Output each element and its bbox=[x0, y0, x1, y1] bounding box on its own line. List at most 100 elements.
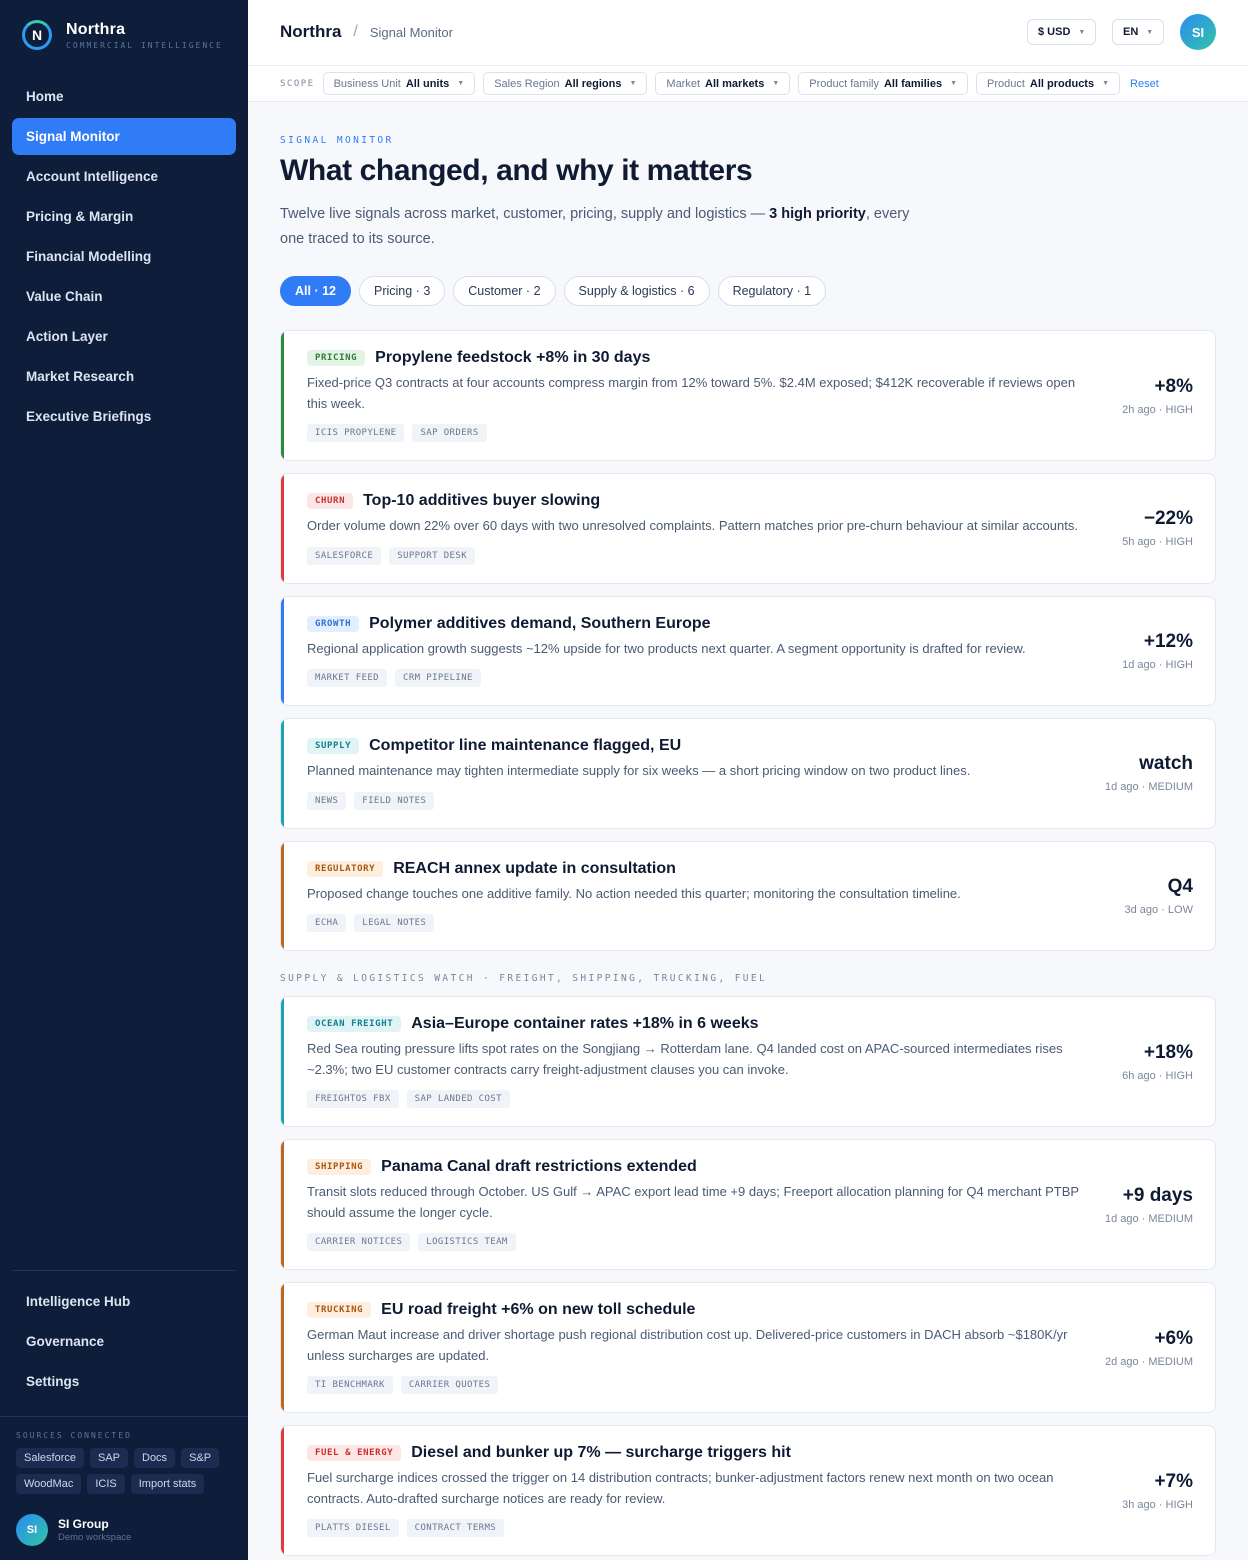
signal-card[interactable]: OCEAN FREIGHT Asia–Europe container rates… bbox=[280, 996, 1216, 1127]
source-chip[interactable]: Import stats bbox=[130, 1474, 205, 1494]
source-badge[interactable]: ECHA bbox=[307, 914, 347, 932]
scope-filter-value: All products bbox=[1029, 77, 1095, 90]
source-badge[interactable]: CONTRACT TERMS bbox=[406, 1519, 505, 1537]
signal-metric-block: watch 1d ago · MEDIUM bbox=[1105, 753, 1193, 793]
source-chip[interactable]: Docs bbox=[134, 1448, 176, 1468]
sidebar-item-account-intelligence[interactable]: Account Intelligence bbox=[26, 169, 159, 184]
signal-card[interactable]: TRUCKING EU road freight +6% on new toll … bbox=[280, 1282, 1216, 1413]
source-badge[interactable]: SAP LANDED COST bbox=[406, 1090, 510, 1108]
sidebar: N Northra COMMERCIAL INTELLIGENCE Home Si… bbox=[0, 0, 248, 1560]
scope-filter-market[interactable]: Market All markets ▼ bbox=[655, 72, 791, 95]
scope-filter-name: Business Unit bbox=[333, 77, 401, 90]
source-badge[interactable]: FREIGHTOS FBX bbox=[307, 1090, 399, 1108]
sidebar-item-governance[interactable]: Governance bbox=[26, 1334, 105, 1349]
source-chip[interactable]: WoodMac bbox=[16, 1474, 82, 1494]
chevron-down-icon: ▼ bbox=[950, 80, 957, 87]
signal-title: Competitor line maintenance flagged, EU bbox=[369, 737, 682, 754]
user-workspace: Demo workspace bbox=[58, 1532, 132, 1543]
scope-filter-product-family[interactable]: Product family All families ▼ bbox=[798, 72, 968, 95]
source-badge[interactable]: CRM PIPELINE bbox=[395, 669, 481, 687]
currency-select[interactable]: $ USD ▼ bbox=[1027, 19, 1097, 45]
sidebar-item-financial-modelling[interactable]: Financial Modelling bbox=[26, 249, 152, 264]
sidebar-item-intelligence-hub[interactable]: Intelligence Hub bbox=[26, 1294, 131, 1309]
signal-title: Diesel and bunker up 7% — surcharge trig… bbox=[411, 1444, 791, 1461]
scope-filter-product[interactable]: Product All products ▼ bbox=[976, 72, 1121, 95]
signal-title: Asia–Europe container rates +18% in 6 we… bbox=[411, 1015, 759, 1032]
signal-card[interactable]: SHIPPING Panama Canal draft restrictions … bbox=[280, 1139, 1216, 1270]
signal-meta: 1d ago · MEDIUM bbox=[1104, 1212, 1193, 1225]
user-avatar-button[interactable]: SI bbox=[1180, 14, 1216, 50]
signal-header: GROWTH Polymer additives demand, Southern… bbox=[307, 615, 1191, 633]
source-badge[interactable]: LOGISTICS TEAM bbox=[418, 1233, 516, 1251]
scope-filter-business-unit[interactable]: Business Unit All units ▼ bbox=[322, 72, 476, 95]
user-profile[interactable]: SI SI Group Demo workspace bbox=[16, 1514, 131, 1546]
brand[interactable]: N Northra COMMERCIAL INTELLIGENCE bbox=[22, 20, 223, 50]
signal-tag: TRUCKING bbox=[307, 1302, 372, 1318]
source-badge[interactable]: ICIS PROPYLENE bbox=[307, 424, 405, 442]
signal-metric-block: +8% 2h ago · HIGH bbox=[1122, 376, 1193, 416]
source-badge[interactable]: FIELD NOTES bbox=[354, 791, 435, 810]
source-badge[interactable]: CARRIER NOTICES bbox=[307, 1233, 411, 1251]
source-badge[interactable]: SALESFORCE bbox=[307, 546, 382, 565]
sources-title: SOURCES CONNECTED bbox=[16, 1431, 132, 1440]
currency-value: $ USD bbox=[1038, 26, 1071, 38]
sidebar-item-value-chain[interactable]: Value Chain bbox=[26, 289, 103, 304]
reset-link[interactable]: Reset bbox=[1130, 77, 1159, 90]
sidebar-item-home[interactable]: Home bbox=[26, 89, 64, 104]
page-subtitle: Twelve live signals across market, custo… bbox=[280, 202, 920, 252]
filter-pill[interactable]: Pricing · 3 bbox=[359, 276, 446, 306]
signal-card[interactable]: FUEL & ENERGY Diesel and bunker up 7% — s… bbox=[280, 1425, 1216, 1556]
filter-pill[interactable]: Customer · 2 bbox=[453, 276, 556, 306]
signal-sources: NEWS FIELD NOTES bbox=[307, 791, 1191, 810]
filter-pill[interactable]: Regulatory · 1 bbox=[717, 276, 827, 306]
source-badge[interactable]: TI BENCHMARK bbox=[307, 1376, 393, 1394]
brand-name: Northra bbox=[66, 20, 126, 38]
signal-meta: 2d ago · MEDIUM bbox=[1104, 1355, 1193, 1368]
sidebar-item-settings[interactable]: Settings bbox=[26, 1374, 80, 1389]
scope-filter-sales-region[interactable]: Sales Region All regions ▼ bbox=[483, 72, 648, 95]
filter-pill[interactable]: Supply & logistics · 6 bbox=[563, 276, 710, 306]
source-chip[interactable]: ICIS bbox=[87, 1474, 125, 1494]
signal-card[interactable]: GROWTH Polymer additives demand, Southern… bbox=[280, 595, 1216, 706]
signal-meta: 3h ago · HIGH bbox=[1122, 1498, 1193, 1511]
source-badge[interactable]: LEGAL NOTES bbox=[354, 914, 435, 932]
source-badge[interactable]: MARKET FEED bbox=[307, 669, 388, 687]
source-badge[interactable]: CARRIER QUOTES bbox=[400, 1376, 499, 1394]
signal-title: Polymer additives demand, Southern Europ… bbox=[369, 614, 711, 632]
signal-meta: 1d ago · HIGH bbox=[1122, 658, 1193, 671]
sidebar-item-market-research[interactable]: Market Research bbox=[26, 369, 135, 384]
language-select[interactable]: EN ▼ bbox=[1112, 19, 1165, 45]
signal-card[interactable]: REGULATORY REACH annex update in consulta… bbox=[280, 840, 1216, 951]
signal-card[interactable]: CHURN Top-10 additives buyer slowing Order… bbox=[280, 473, 1216, 584]
signal-sources: MARKET FEED CRM PIPELINE bbox=[307, 669, 1191, 687]
filter-pill[interactable]: All · 12 bbox=[280, 276, 351, 306]
signal-meta: 1d ago · MEDIUM bbox=[1104, 781, 1193, 794]
topbar: Northra / Signal Monitor $ USD ▼ EN ▼ SI bbox=[248, 0, 1248, 66]
scope-bar: SCOPE Business Unit All units ▼ Sales Regio… bbox=[248, 66, 1248, 102]
source-chip[interactable]: SAP bbox=[89, 1448, 128, 1468]
signal-sources: SALESFORCE SUPPORT DESK bbox=[307, 546, 1191, 565]
sidebar-item-signal-monitor[interactable]: Signal Monitor bbox=[12, 118, 236, 155]
signal-header: OCEAN FREIGHT Asia–Europe container rates… bbox=[307, 1015, 1191, 1033]
logistics-section-label: SUPPLY & LOGISTICS WATCH · FREIGHT, SHIP… bbox=[280, 973, 768, 984]
subtitle-highlight: 3 high priority bbox=[769, 206, 866, 222]
signal-tag: CHURN bbox=[307, 493, 354, 509]
sidebar-item-action-layer[interactable]: Action Layer bbox=[26, 329, 108, 344]
source-badge[interactable]: NEWS bbox=[307, 791, 347, 810]
signal-description: Order volume down 22% over 60 days with … bbox=[307, 518, 1078, 533]
source-badge[interactable]: PLATTS DIESEL bbox=[307, 1519, 399, 1537]
source-chip[interactable]: Salesforce bbox=[16, 1448, 84, 1468]
signal-header: SUPPLY Competitor line maintenance flagge… bbox=[307, 737, 1191, 755]
breadcrumb-app[interactable]: Northra bbox=[280, 22, 342, 41]
chevron-down-icon: ▼ bbox=[1102, 80, 1110, 87]
sidebar-item-executive-briefings[interactable]: Executive Briefings bbox=[26, 409, 152, 424]
sources-panel: SOURCES CONNECTED Salesforce SAP Docs S&P Wo… bbox=[0, 1416, 248, 1494]
signal-card[interactable]: PRICING Propylene feedstock +8% in 30 day… bbox=[280, 330, 1216, 461]
signal-card[interactable]: SUPPLY Competitor line maintenance flagge… bbox=[280, 718, 1216, 829]
sidebar-item-pricing-margin[interactable]: Pricing & Margin bbox=[26, 209, 134, 224]
scope-filter-name: Product bbox=[987, 77, 1025, 90]
source-badge[interactable]: SAP ORDERS bbox=[412, 424, 487, 442]
source-chip[interactable]: S&P bbox=[181, 1448, 220, 1468]
page-eyebrow: SIGNAL MONITOR bbox=[280, 135, 394, 146]
source-badge[interactable]: SUPPORT DESK bbox=[389, 546, 476, 565]
